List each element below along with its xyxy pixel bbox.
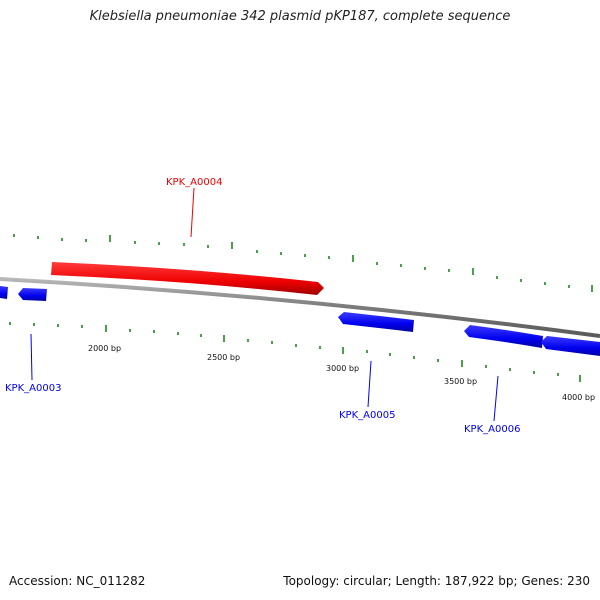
tick-label-3500: 3500 bp (444, 377, 477, 386)
label-connector-kpk-a0004 (190, 187, 195, 238)
tick-label-4000: 4000 bp (562, 393, 595, 402)
plasmid-backbone (0, 277, 600, 338)
tick-label-2000: 2000 bp (88, 344, 121, 353)
gene-label-kpk-a0006[interactable]: KPK_A0006 (464, 424, 520, 435)
inner-tick-track (9, 322, 581, 382)
gene-kpk-a0003-left-fragment[interactable] (0, 286, 8, 299)
gene-label-kpk-a0003[interactable]: KPK_A0003 (5, 383, 61, 394)
gene-kpk-a0006-arrow[interactable] (464, 325, 543, 348)
gene-kpk-a0004-arrow[interactable] (51, 262, 324, 295)
gene-label-kpk-a0004[interactable]: KPK_A0004 (166, 177, 222, 188)
gene-label-kpk-a0005[interactable]: KPK_A0005 (339, 410, 395, 421)
gene-kpk-a0003-arrow[interactable] (18, 288, 47, 301)
gene-kpk-a0003[interactable] (0, 286, 47, 301)
accession-text: Accession: NC_011282 (9, 574, 146, 588)
outer-tick-track (13, 234, 593, 292)
tick-label-2500: 2500 bp (207, 353, 240, 362)
summary-text: Topology: circular; Length: 187,922 bp; … (283, 574, 590, 588)
tick-label-3000: 3000 bp (326, 364, 359, 373)
gene-partial-right-arrow[interactable] (541, 336, 600, 356)
label-connector-kpk-a0006 (493, 375, 499, 422)
label-connector-kpk-a0005 (367, 360, 372, 408)
map-title: Klebsiella pneumoniae 342 plasmid pKP187… (89, 9, 511, 24)
label-connector-kpk-a0003 (30, 333, 33, 381)
gene-kpk-a0005-arrow[interactable] (338, 312, 414, 332)
